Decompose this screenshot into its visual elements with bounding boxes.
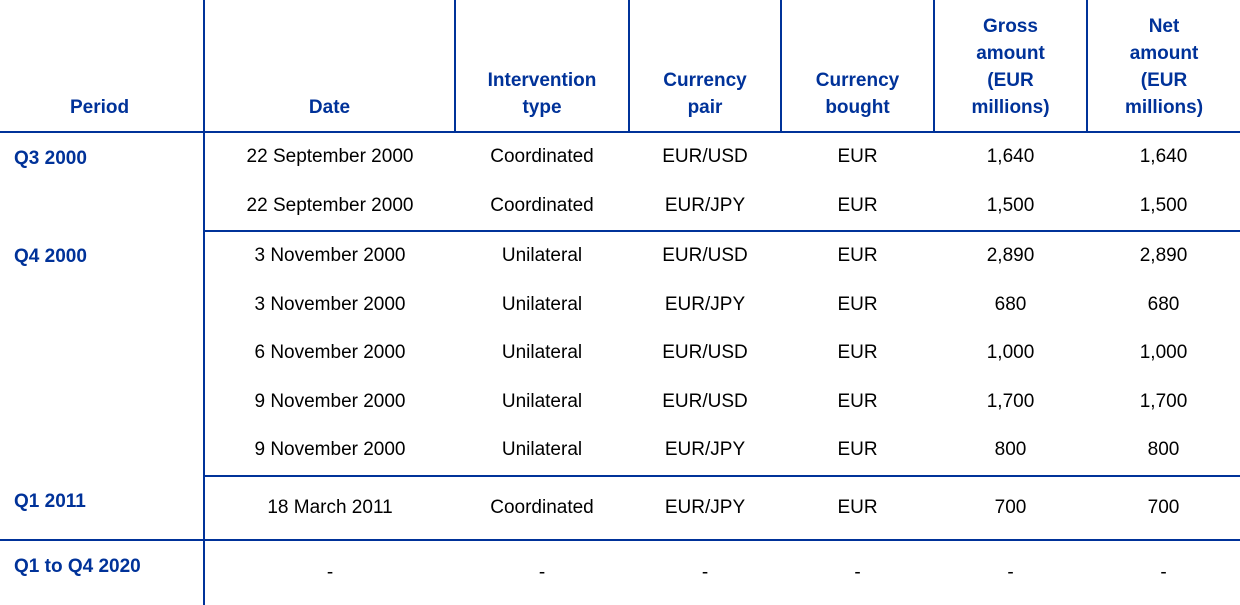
- net-amount-cell: 800: [1087, 426, 1240, 477]
- intervention-type-cell: Unilateral: [501, 293, 583, 315]
- gross-amount-cell: 1,500: [934, 181, 1087, 232]
- table-row: Q1 2011 18 March 2011 Coordinated EUR/JPY EU…: [0, 475, 1240, 541]
- table-row: 9 November 2000 Unilateral EUR/JPY EUR 800 80…: [0, 426, 1240, 477]
- date-cell: 22 September 2000: [204, 181, 455, 232]
- intervention-type-cell: Unilateral: [501, 245, 583, 267]
- header-row: Period Date Intervention type Currency p…: [0, 0, 1240, 133]
- header-intervention-type: Intervention type: [455, 0, 630, 133]
- gross-amount-cell: 2,890: [986, 245, 1035, 267]
- currency-bought-cell: EUR: [837, 293, 878, 315]
- currency-bought-cell: EUR: [837, 245, 878, 267]
- net-amount-cell: 1,500: [1087, 181, 1240, 232]
- intervention-type-cell: Unilateral: [501, 342, 583, 364]
- date-cell: 9 November 2000: [254, 390, 406, 412]
- header-period: Period: [0, 0, 205, 133]
- table-row: Q3 2000 22 September 2000 Coordinated EUR/U…: [0, 132, 1240, 231]
- gross-amount-cell: 700: [934, 475, 1087, 541]
- currency-pair-cell: EUR/JPY: [664, 293, 746, 315]
- date-cell: 6 November 2000: [254, 342, 406, 364]
- date-cell: 3 November 2000: [254, 293, 406, 315]
- net-amount-cell: 1,000: [1139, 342, 1188, 364]
- date-cell: 9 November 2000: [204, 426, 455, 477]
- period-cell: Q1 2011: [0, 475, 205, 541]
- table-row: 3 November 2000 Unilateral EUR/JPY EUR 680 68…: [0, 281, 1240, 330]
- currency-bought-cell: -: [854, 561, 861, 583]
- intervention-type-cell: Coordinated: [455, 181, 629, 232]
- currency-pair-cell: EUR/USD: [662, 342, 748, 364]
- gross-amount-cell: 680: [994, 293, 1027, 315]
- date-cell: 18 March 2011: [204, 475, 455, 541]
- net-amount-cell: 2,890: [1139, 245, 1188, 267]
- currency-pair-cell: EUR/JPY: [629, 181, 781, 232]
- net-amount-cell: 1,640: [1139, 146, 1188, 168]
- period-cell: Q1 to Q4 2020: [0, 540, 205, 605]
- net-amount-cell: 680: [1147, 293, 1180, 315]
- currency-bought-cell: EUR: [837, 342, 878, 364]
- intervention-type-cell: -: [538, 561, 546, 583]
- gross-amount-cell: 1,640: [986, 146, 1035, 168]
- table-row: 6 November 2000 Unilateral EUR/USD EUR 1,000…: [0, 329, 1240, 378]
- intervention-type-cell: Unilateral: [455, 426, 629, 477]
- gross-amount-cell: 1,700: [986, 390, 1035, 412]
- currency-bought-cell: EUR: [837, 390, 878, 412]
- currency-pair-cell: EUR/JPY: [629, 426, 781, 477]
- currency-pair-cell: EUR/USD: [662, 390, 748, 412]
- currency-bought-cell: EUR: [781, 181, 934, 232]
- intervention-type-cell: Coordinated: [455, 475, 629, 541]
- table-row: 22 September 2000 Coordinated EUR/JPY EUR 1,…: [0, 181, 1240, 232]
- currency-pair-cell: EUR/USD: [662, 245, 748, 267]
- header-gross-amount: Gross amount (EUR millions): [934, 0, 1088, 133]
- table-row: 9 November 2000 Unilateral EUR/USD EUR 1,700…: [0, 378, 1240, 427]
- date-cell: 22 September 2000: [246, 146, 414, 168]
- net-amount-cell: 1,700: [1139, 390, 1188, 412]
- gross-amount-cell: 800: [934, 426, 1087, 477]
- currency-pair-cell: -: [701, 561, 709, 583]
- header-currency-bought: Currency bought: [781, 0, 935, 133]
- header-date: Date: [204, 0, 456, 133]
- gross-amount-cell: -: [1007, 561, 1014, 583]
- currency-pair-cell: EUR/USD: [662, 146, 748, 168]
- intervention-type-cell: Coordinated: [490, 146, 594, 168]
- table-row: Q4 2000 3 November 2000 Unilateral EUR/USD E…: [0, 231, 1240, 476]
- net-amount-cell: -: [1160, 561, 1167, 583]
- header-net-amount: Net amount (EUR millions): [1087, 0, 1240, 133]
- header-currency-pair: Currency pair: [629, 0, 782, 133]
- period-cell: Q3 2000: [0, 132, 205, 231]
- date-cell: -: [326, 561, 334, 583]
- intervention-type-cell: Unilateral: [501, 390, 583, 412]
- currency-pair-cell: EUR/JPY: [629, 475, 781, 541]
- period-cell: Q4 2000: [0, 231, 205, 476]
- net-amount-cell: 700: [1087, 475, 1240, 541]
- gross-amount-cell: 1,000: [986, 342, 1035, 364]
- currency-bought-cell: EUR: [837, 146, 878, 168]
- table-row: Q1 to Q4 2020 - - - - - -: [0, 540, 1240, 605]
- currency-bought-cell: EUR: [781, 426, 934, 477]
- date-cell: 3 November 2000: [254, 245, 406, 267]
- currency-bought-cell: EUR: [781, 475, 934, 541]
